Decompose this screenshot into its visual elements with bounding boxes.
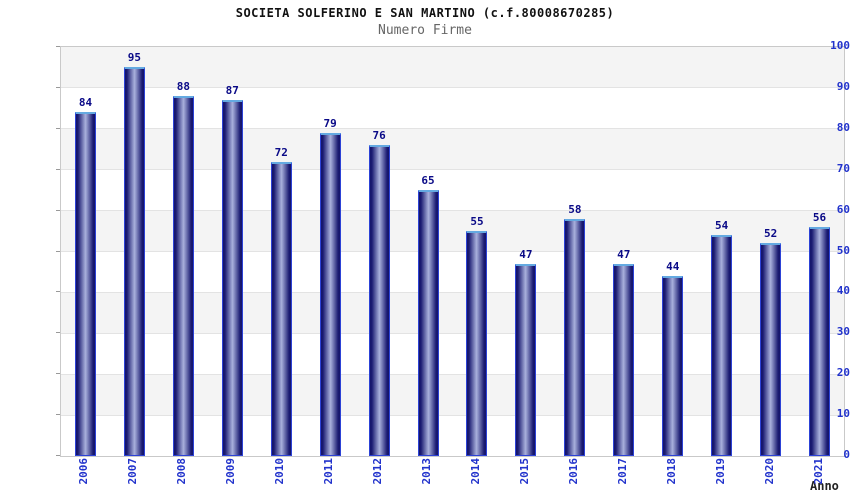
- x-axis-title: Anno: [808, 479, 839, 493]
- y-tick-label: 20: [836, 366, 850, 380]
- x-tick-label: 2009: [224, 458, 238, 485]
- bar-value-label: 47: [519, 247, 533, 261]
- chart-subtitle: Numero Firme: [378, 23, 472, 38]
- y-tick-label: 80: [836, 120, 850, 134]
- bar-2017: [613, 263, 635, 456]
- bar-value-label: 88: [176, 80, 190, 94]
- bar-2011: [319, 132, 341, 456]
- y-tick-mark: [56, 168, 60, 170]
- y-tick-mark: [56, 455, 60, 456]
- y-tick-mark: [56, 291, 60, 293]
- y-tick-mark: [56, 373, 60, 375]
- gridline: [61, 210, 844, 212]
- bar-value-label: 87: [225, 84, 239, 98]
- bar-value-label: 44: [666, 260, 680, 274]
- y-tick-label: 30: [836, 325, 850, 339]
- plot-band: [61, 47, 844, 88]
- gridline: [61, 332, 844, 334]
- gridline: [61, 169, 844, 171]
- bar-value-label: 55: [470, 215, 484, 229]
- bar-value-label: 56: [812, 210, 827, 224]
- y-tick-mark: [56, 250, 60, 252]
- x-tick-label: 2007: [126, 458, 140, 485]
- bar-2008: [172, 96, 194, 456]
- bar-value-label: 52: [763, 227, 778, 241]
- gridline: [61, 373, 844, 375]
- bar-2009: [221, 100, 243, 456]
- x-tick-label: 2016: [566, 458, 580, 485]
- bar-2006: [74, 112, 96, 456]
- bar-2007: [123, 67, 145, 456]
- bar-value-label: 54: [715, 219, 729, 233]
- x-tick-label: 2006: [77, 458, 91, 485]
- x-tick-label: 2012: [371, 458, 385, 485]
- y-tick-mark: [56, 414, 60, 416]
- x-tick-label: 2019: [713, 458, 727, 485]
- bar-2010: [270, 161, 292, 456]
- x-tick-label: 2014: [468, 458, 482, 485]
- x-tick-label: 2008: [175, 458, 189, 485]
- x-tick-label: 2013: [420, 458, 434, 485]
- bar-2016: [564, 218, 586, 456]
- gridline: [61, 128, 844, 130]
- bar-2021: [809, 226, 831, 456]
- y-tick-label: 40: [836, 284, 850, 298]
- y-tick-mark: [56, 46, 60, 47]
- y-tick-label: 10: [836, 407, 850, 421]
- x-tick-label: 2021: [811, 458, 825, 485]
- gridline: [61, 414, 844, 416]
- y-tick-mark: [56, 332, 60, 334]
- bar-2014: [466, 231, 488, 456]
- y-tick-mark: [56, 209, 60, 211]
- bar-value-label: 65: [421, 174, 435, 188]
- bar-value-label: 84: [78, 96, 93, 110]
- chart-title: SOCIETA SOLFERINO E SAN MARTINO (c.f.800…: [235, 6, 615, 20]
- y-tick-label: 50: [836, 243, 850, 257]
- y-tick-mark: [56, 127, 60, 129]
- bar-value-label: 58: [568, 202, 582, 216]
- y-tick-mark: [56, 86, 60, 88]
- x-tick-label: 2017: [615, 458, 629, 485]
- bar-2013: [417, 190, 439, 456]
- bar-2012: [368, 145, 390, 456]
- gridline: [61, 291, 844, 293]
- bar-value-label: 76: [372, 129, 386, 143]
- y-tick-label: 70: [836, 161, 850, 175]
- bar-value-label: 47: [617, 247, 631, 261]
- y-tick-label: 0: [843, 448, 850, 461]
- y-tick-label: 60: [836, 202, 850, 216]
- bar-2015: [515, 263, 537, 456]
- x-tick-label: 2010: [273, 458, 287, 485]
- bar-value-label: 79: [323, 116, 337, 130]
- bar-2020: [760, 243, 782, 456]
- y-tick-label: 90: [836, 79, 850, 93]
- bar-2018: [662, 276, 684, 456]
- bar-value-label: 72: [274, 145, 288, 159]
- x-tick-label: 2011: [322, 458, 336, 485]
- x-tick-label: 2018: [664, 458, 678, 485]
- y-tick-label: 100: [830, 39, 850, 52]
- gridline: [61, 251, 844, 252]
- x-tick-label: 2015: [517, 458, 531, 485]
- bar-value-label: 95: [127, 51, 142, 65]
- bar-2019: [711, 235, 733, 456]
- gridline: [61, 87, 844, 89]
- x-tick-label: 2020: [762, 458, 776, 485]
